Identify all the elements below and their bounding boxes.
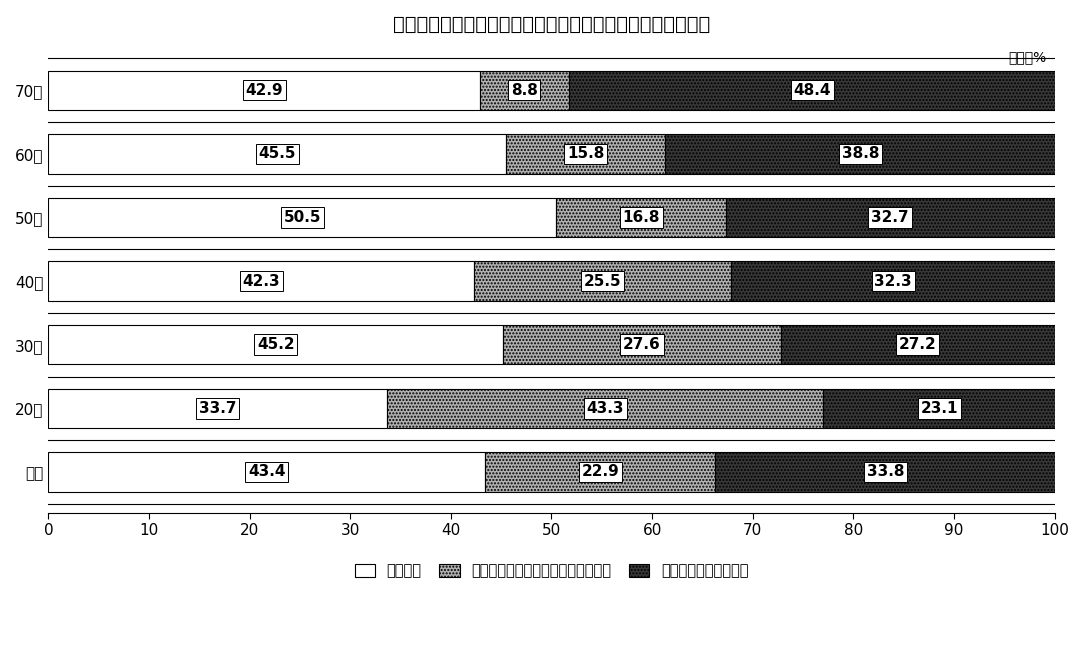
Text: 15.8: 15.8 [567,146,605,162]
Text: 16.8: 16.8 [622,210,660,225]
Text: 43.4: 43.4 [248,464,285,480]
Text: 38.8: 38.8 [841,146,879,162]
Bar [715,452,1056,492]
Text: 23.1: 23.1 [920,401,958,415]
Text: 45.2: 45.2 [257,337,295,352]
Text: 32.7: 32.7 [872,210,908,225]
Text: 22.9: 22.9 [581,464,619,480]
Text: 42.3: 42.3 [243,274,280,289]
Text: 25.5: 25.5 [583,274,621,289]
Bar [725,198,1055,237]
Text: 32.3: 32.3 [875,274,912,289]
Bar [506,134,666,174]
Text: 48.4: 48.4 [793,83,830,98]
Bar [569,71,1056,110]
Bar [49,198,556,237]
Bar [666,134,1056,174]
Text: 27.6: 27.6 [623,337,661,352]
Bar [49,452,485,492]
Text: 27.2: 27.2 [899,337,937,352]
Bar [474,261,731,301]
Bar [556,198,725,237]
Title: パンの値上げについてどのような方法を望むか（単数回答）: パンの値上げについてどのような方法を望むか（単数回答） [392,15,710,34]
Bar [49,389,387,428]
Bar [49,134,506,174]
Bar [49,261,474,301]
Bar [387,389,823,428]
Bar [731,261,1056,301]
Text: 単位＝%: 単位＝% [1008,50,1046,64]
Text: 8.8: 8.8 [511,83,538,98]
Bar [49,71,480,110]
Text: 45.5: 45.5 [258,146,296,162]
Text: 33.7: 33.7 [199,401,236,415]
Text: 42.9: 42.9 [245,83,283,98]
Legend: 価格転嫁, 原料グレードダウンで価格据え置き, 容量減で価格据え置き: 価格転嫁, 原料グレードダウンで価格据え置き, 容量減で価格据え置き [349,558,754,584]
Text: 43.3: 43.3 [586,401,624,415]
Text: 33.8: 33.8 [867,464,904,480]
Bar [823,389,1056,428]
Bar [49,325,503,365]
Bar [503,325,780,365]
Bar [480,71,569,110]
Text: 50.5: 50.5 [284,210,321,225]
Bar [780,325,1055,365]
Bar [485,452,715,492]
